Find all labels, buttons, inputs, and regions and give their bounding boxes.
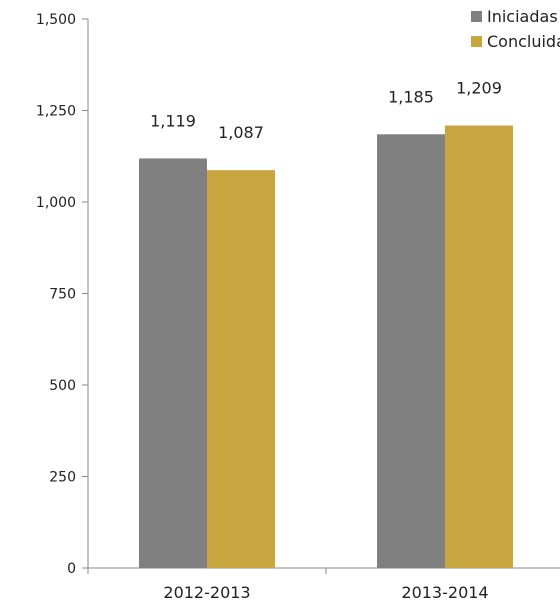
data-labels: 1,119 1,087 1,185 1,209 — [150, 79, 502, 143]
bar-iniciadas-2012-2013 — [139, 158, 207, 569]
bar-concluidas-2013-2014 — [445, 125, 513, 569]
y-tick-label: 0 — [67, 561, 76, 577]
bars — [139, 125, 513, 569]
y-tick-label: 1,000 — [36, 195, 76, 211]
x-category-label: 2012-2013 — [163, 583, 250, 602]
y-tick-label: 250 — [49, 470, 76, 486]
data-label: 1,209 — [456, 79, 502, 98]
y-tick-label: 1,500 — [36, 12, 76, 28]
y-tick-label: 1,250 — [36, 104, 76, 120]
data-label: 1,087 — [218, 123, 264, 142]
x-category-label: 2013-2014 — [401, 583, 488, 602]
legend-swatch — [471, 36, 482, 47]
y-axis: 0 250 500 750 1,000 1,250 1,500 — [36, 12, 89, 577]
bar-iniciadas-2013-2014 — [377, 134, 445, 569]
bar-concluidas-2012-2013 — [207, 170, 275, 568]
legend-swatch — [471, 11, 482, 22]
legend: Iniciadas Concluidas — [471, 7, 560, 51]
data-label: 1,119 — [150, 111, 196, 130]
y-tick-label: 500 — [49, 378, 76, 394]
y-tick-label: 750 — [49, 287, 76, 303]
x-axis: 2012-2013 2013-2014 — [87, 567, 560, 602]
data-label: 1,185 — [388, 87, 434, 106]
legend-label: Iniciadas — [487, 7, 558, 26]
legend-label: Concluidas — [487, 32, 560, 51]
